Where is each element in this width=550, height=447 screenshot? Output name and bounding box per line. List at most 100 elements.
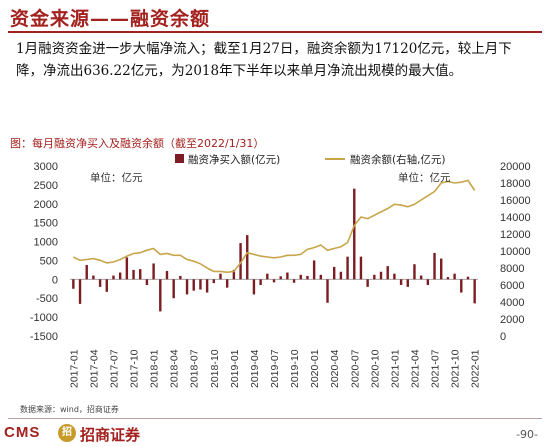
net-buy-bar [326,279,328,302]
net-buy-bar [159,279,161,311]
net-buy-bar [453,274,455,280]
net-buy-bar [266,274,268,280]
net-buy-bar [400,279,402,285]
right-tick-label: 4000 [500,297,524,309]
x-tick-label: 2019-10 [289,349,301,388]
x-tick-label: 2019-07 [269,349,281,388]
right-tick-label: 2000 [500,314,524,326]
x-tick-label: 2022-01 [470,349,482,388]
net-buy-bar [186,279,188,294]
net-buy-bar [106,279,108,291]
net-buy-bar [226,279,228,287]
x-tick-label: 2018-10 [209,349,221,388]
right-tick-label: 0 [500,331,506,343]
x-tick-label: 2019-01 [229,349,241,388]
net-buy-bar [279,276,281,279]
left-tick-label: 2500 [34,180,58,192]
cms-logo-icon: 招 [58,424,76,442]
net-buy-bar [199,279,201,289]
left-tick-label: 1000 [34,237,58,249]
x-tick-label: 2018-07 [189,349,201,388]
x-tick-label: 2020-07 [349,349,361,388]
net-buy-bar [112,276,114,280]
page-title: 资金来源——融资余额 [10,4,210,31]
title-bar: 资金来源——融资余额 [8,0,542,34]
net-buy-bar [387,266,389,279]
left-tick-label: 500 [40,255,58,267]
right-tick-label: 14000 [500,212,531,224]
x-tick-label: 2017-04 [88,349,100,388]
net-buy-bar [407,279,409,287]
net-buy-bar [213,279,215,283]
figure-caption: 图：每月融资净买入及融资余额（截至2022/1/31） [10,135,264,151]
net-buy-bar [179,276,181,279]
footer-divider [8,418,542,419]
net-buy-bar [300,275,302,280]
net-buy-bar [132,270,134,279]
x-tick-label: 2017-10 [129,349,141,388]
x-tick-label: 2021-04 [409,349,421,388]
legend-bar-swatch [175,154,184,163]
x-tick-label: 2020-01 [309,349,321,388]
x-tick-label: 2020-04 [329,349,341,388]
net-buy-bar [460,279,462,292]
net-buy-bar [353,189,355,280]
x-tick-label: 2018-04 [169,349,181,388]
net-buy-bar [172,279,174,298]
net-buy-bar [320,275,322,280]
financing-chart: -1500 -1000 -500 0 500 1000 1500 2000 2500 3000 0 2… [0,150,550,406]
net-buy-bar [333,267,335,279]
net-buy-bar [206,279,208,292]
net-buy-bar [293,279,295,282]
net-buy-bar [219,274,221,280]
net-buy-bar [473,279,475,303]
net-buy-bar [166,271,168,279]
net-buy-bar [72,279,74,288]
source-note: 数据来源：wind，招商证券 [20,404,119,415]
x-tick-label: 2021-01 [389,349,401,388]
net-buy-bar [193,279,195,290]
x-tick-label: 2020-10 [369,349,381,388]
x-tick-label: 2017-07 [108,349,120,388]
cms-logo-chinese: 招商证券 [80,424,140,445]
net-buy-bar [92,276,94,280]
net-buy-bar [306,276,308,279]
left-tick-label: 2000 [34,199,58,211]
cms-logo-text: CMS [4,424,40,441]
net-buy-bar [119,273,121,280]
x-tick-label: 2021-10 [450,349,462,388]
legend-line-label: 融资余额(右轴,亿元) [350,153,446,166]
right-tick-label: 12000 [500,229,531,241]
left-tick-label: 0 [52,274,58,286]
x-tick-label: 2017-01 [68,349,80,388]
left-tick-label: -500 [36,293,58,305]
right-tick-label: 8000 [500,263,524,275]
left-tick-label: -1000 [30,312,58,324]
net-buy-bar [447,277,449,279]
net-buy-bar [467,277,469,280]
net-buy-bar [146,279,148,285]
page-number: -90- [516,428,538,441]
net-buy-bar [440,259,442,280]
net-buy-bar [380,272,382,280]
net-buy-bar [427,279,429,285]
net-buy-bar [259,279,261,285]
title-underline [8,31,542,33]
right-tick-label: 16000 [500,195,531,207]
x-tick-label: 2021-07 [430,349,442,388]
summary-paragraph: 1月融资资金进一步大幅净流入；截至1月27日，融资余额为17120亿元，较上月下… [16,38,536,82]
x-tick-label: 2019-04 [249,349,261,388]
net-buy-bar [420,276,422,280]
left-tick-label: -1500 [30,331,58,343]
net-buy-bar [79,279,81,304]
net-buy-bar [139,269,141,279]
net-buy-bar [413,264,415,279]
net-buy-bar [340,272,342,280]
net-buy-bar [346,257,348,280]
x-tick-label: 2018-01 [149,349,161,388]
right-tick-label: 6000 [500,280,524,292]
net-buy-bar [393,274,395,280]
net-buy-bar [433,253,435,279]
right-tick-label: 20000 [500,161,531,173]
net-buy-bar [253,279,255,294]
